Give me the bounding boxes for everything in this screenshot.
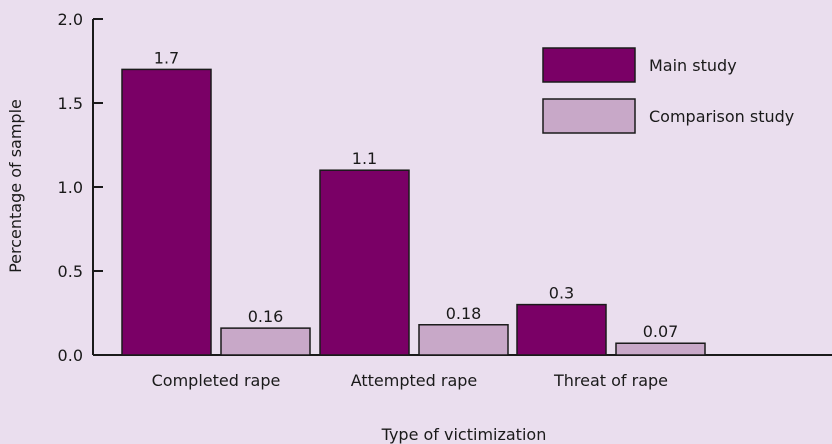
y-tick-label: 0.5 xyxy=(58,262,83,281)
bar xyxy=(516,303,607,356)
y-axis: 0.0 0.5 1.0 1.5 2.0 xyxy=(58,10,103,365)
bars-group xyxy=(121,68,706,356)
legend: Main study Comparison study xyxy=(542,47,794,134)
data-labels-group: 1.7 1.1 0.3 0.16 0.18 0.07 xyxy=(154,48,679,341)
data-label: 1.1 xyxy=(352,149,377,168)
data-label: 0.07 xyxy=(643,322,679,341)
bar xyxy=(615,342,706,356)
y-tick-label: 1.0 xyxy=(58,178,83,197)
x-axis: Completed rape Attempted rape Threat of ra… xyxy=(93,345,832,390)
data-label: 0.16 xyxy=(248,307,284,326)
y-tick-label: 1.5 xyxy=(58,94,83,113)
x-tick-label: Threat of rape xyxy=(553,371,668,390)
legend-swatch xyxy=(542,47,636,83)
bar xyxy=(319,169,410,356)
x-tick-label: Completed rape xyxy=(152,371,281,390)
legend-swatch xyxy=(542,98,636,134)
x-axis-title: Type of victimization xyxy=(381,425,547,444)
data-label: 0.18 xyxy=(446,304,482,323)
legend-label: Main study xyxy=(649,56,737,75)
bar xyxy=(220,327,311,356)
bar xyxy=(121,68,212,356)
y-axis-title: Percentage of sample xyxy=(6,99,25,273)
data-label: 1.7 xyxy=(154,48,179,67)
y-tick-label: 0.0 xyxy=(58,346,83,365)
x-tick-label: Attempted rape xyxy=(351,371,478,390)
data-label: 0.3 xyxy=(549,284,574,303)
legend-label: Comparison study xyxy=(649,107,794,126)
bar xyxy=(418,324,509,356)
y-tick-label: 2.0 xyxy=(58,10,83,29)
